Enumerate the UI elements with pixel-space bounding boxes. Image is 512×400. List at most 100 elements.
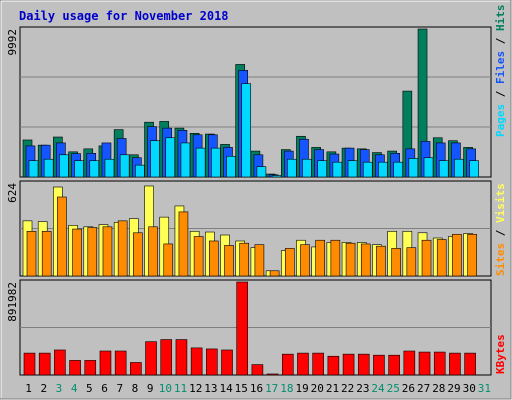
xtick-label: 31 [478, 382, 491, 395]
bar-pages-day-21 [332, 161, 343, 178]
bar-pages-day-13 [211, 147, 221, 178]
bar-kbytes-day-23 [357, 353, 370, 376]
xtick-label: 26 [402, 382, 415, 395]
bar-sites-day-17 [269, 270, 280, 277]
bar-pages-day-16 [256, 166, 267, 178]
bar-sites-day-2 [41, 230, 52, 277]
ytick-max-label: 9992 [6, 29, 19, 56]
bar-sites-day-21 [330, 239, 341, 277]
ytick-max-label: 624 [6, 183, 19, 203]
bar-sites-day-18 [284, 248, 295, 277]
xtick-label: 20 [311, 382, 324, 395]
bar-kbytes-day-16 [251, 364, 264, 376]
xtick-label: 17 [265, 382, 278, 395]
bar-kbytes-day-4 [69, 360, 81, 376]
xtick-label: 24 [371, 382, 385, 395]
xtick-label: 19 [295, 382, 308, 395]
xtick-label: 28 [432, 382, 445, 395]
bar-sites-day-9 [148, 226, 158, 277]
xtick-label: 5 [86, 382, 93, 395]
xtick-label: 21 [326, 382, 339, 395]
bar-sites-day-10 [163, 243, 174, 277]
bar-sites-day-13 [209, 240, 219, 277]
bar-pages-day-22 [347, 160, 358, 178]
xtick-label: 9 [147, 382, 154, 395]
bar-pages-day-27 [423, 157, 434, 178]
chart-title: Daily usage for November 2018 [19, 9, 229, 23]
bar-sites-day-4 [72, 228, 82, 277]
ytick-max-label: 891982 [6, 282, 19, 322]
xtick-label: 15 [235, 382, 248, 395]
bar-pages-day-4 [74, 160, 84, 178]
bar-kbytes-day-2 [38, 352, 51, 376]
bar-pages-day-15 [241, 83, 252, 178]
bar-sites-day-29 [452, 233, 462, 277]
bar-kbytes-day-8 [130, 362, 142, 376]
xtick-label: 13 [204, 382, 217, 395]
bar-sites-day-19 [300, 244, 310, 277]
bar-kbytes-day-14 [221, 349, 233, 376]
bar-pages-day-3 [59, 154, 69, 178]
bar-kbytes-day-3 [54, 349, 66, 376]
xtick-label: 25 [387, 382, 400, 395]
bar-kbytes-day-1 [23, 352, 36, 376]
bar-pages-day-5 [89, 160, 100, 178]
bar-kbytes-day-7 [114, 350, 127, 376]
bar-sites-day-14 [224, 245, 234, 277]
bar-sites-day-6 [102, 226, 113, 277]
bar-pages-day-14 [226, 155, 236, 178]
bar-pages-day-8 [135, 164, 145, 178]
bar-pages-day-1 [28, 160, 39, 178]
bar-kbytes-day-24 [373, 354, 385, 376]
xtick-label: 10 [159, 382, 172, 395]
xtick-label: 16 [250, 382, 263, 395]
bar-sites-day-27 [421, 239, 432, 277]
bar-kbytes-day-9 [145, 341, 157, 376]
bar-pages-day-20 [317, 160, 327, 178]
bar-sites-day-20 [315, 239, 325, 277]
xtick-label: 4 [71, 382, 78, 395]
bar-sites-day-26 [406, 247, 417, 277]
bar-pages-day-29 [454, 158, 464, 178]
bar-sites-day-16 [254, 244, 265, 277]
xtick-label: 11 [174, 382, 187, 395]
bar-kbytes-day-17 [266, 373, 279, 376]
xtick-label: 1 [25, 382, 32, 395]
bar-kbytes-day-15 [236, 281, 249, 376]
xtick-label: 18 [280, 382, 293, 395]
legend-kbytes: KBytes [494, 334, 507, 374]
bar-pages-day-23 [362, 161, 373, 178]
bar-kbytes-day-25 [388, 354, 400, 376]
bar-kbytes-day-29 [449, 352, 461, 376]
legend-hits-files-pages: Pages / Files / Hits [494, 5, 507, 138]
bar-sites-day-5 [87, 227, 98, 277]
bar-sites-day-23 [360, 243, 371, 277]
bar-sites-day-28 [436, 239, 447, 277]
panel-hits_files_pages: 9992 [6, 26, 492, 178]
xtick-label: 30 [463, 382, 476, 395]
bar-sites-day-1 [26, 230, 37, 277]
xtick-label: 12 [189, 382, 202, 395]
bar-pages-day-11 [180, 142, 191, 178]
xtick-label: 7 [116, 382, 123, 395]
bar-sites-day-30 [467, 233, 477, 277]
bar-pages-day-18 [286, 158, 297, 178]
xtick-label: 27 [417, 382, 430, 395]
xtick-label: 23 [356, 382, 369, 395]
panel-kbytes: 891982 [6, 279, 492, 376]
bar-kbytes-day-12 [190, 347, 203, 376]
legend-visits-sites: Sites / Visits [494, 183, 507, 276]
bar-pages-day-7 [119, 154, 130, 178]
bar-sites-day-12 [193, 236, 204, 277]
xtick-label: 3 [56, 382, 63, 395]
bar-pages-day-17 [271, 175, 282, 178]
bar-kbytes-day-5 [84, 360, 97, 376]
bar-pages-day-25 [393, 161, 403, 178]
bar-kbytes-day-26 [403, 350, 416, 376]
bar-kbytes-day-30 [464, 352, 476, 376]
bar-sites-day-3 [57, 196, 67, 277]
bar-kbytes-day-27 [418, 351, 431, 376]
bar-sites-day-7 [117, 220, 128, 277]
xtick-label: 6 [101, 382, 108, 395]
